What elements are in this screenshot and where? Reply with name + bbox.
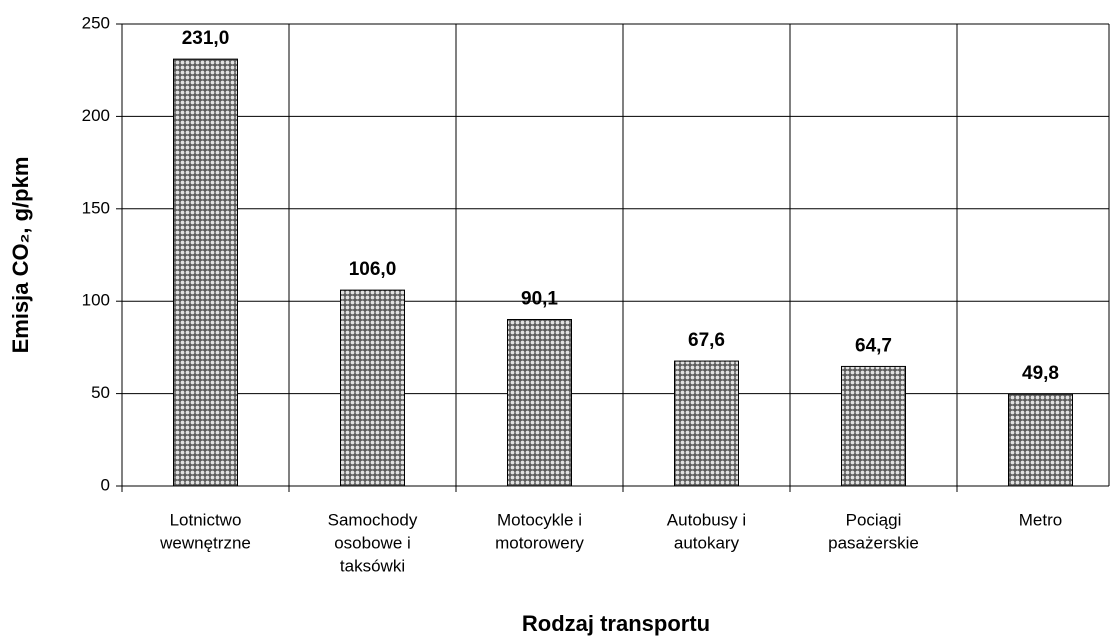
x-axis-label: Rodzaj transportu: [522, 611, 710, 636]
x-tick-label: Autobusy i: [667, 510, 746, 529]
value-label: 106,0: [349, 259, 397, 280]
x-tick-label: Samochody: [328, 510, 418, 529]
value-label: 231,0: [182, 28, 230, 49]
bar: [173, 58, 238, 487]
y-tick-label: 200: [82, 106, 110, 125]
value-label: 49,8: [1022, 363, 1059, 384]
y-tick-label: 100: [82, 291, 110, 310]
x-tick-label: wewnętrzne: [159, 533, 251, 552]
bar: [674, 360, 739, 487]
y-tick-label: 150: [82, 198, 110, 217]
x-tick-label: Motocykle i: [497, 510, 582, 529]
bar: [841, 365, 906, 487]
x-tick-label: autokary: [674, 533, 740, 552]
value-label: 64,7: [855, 335, 892, 356]
x-tick-label: Metro: [1019, 510, 1062, 529]
y-tick-label: 0: [101, 475, 110, 494]
y-axis-label: Emisja CO₂, g/pkm: [8, 157, 33, 354]
value-label: 67,6: [688, 330, 725, 351]
value-label: 90,1: [521, 289, 558, 310]
x-tick-label: taksówki: [340, 556, 405, 575]
bar: [507, 318, 572, 487]
x-tick-label: Pociągi: [846, 510, 902, 529]
bar: [340, 289, 405, 487]
x-tick-label: motorowery: [495, 533, 584, 552]
x-tick-label: osobowe i: [334, 533, 411, 552]
bar: [1008, 393, 1073, 487]
x-tick-label: Lotnictwo: [170, 510, 242, 529]
x-tick-label: pasażerskie: [828, 533, 919, 552]
y-tick-label: 250: [82, 13, 110, 32]
y-tick-label: 50: [91, 383, 110, 402]
